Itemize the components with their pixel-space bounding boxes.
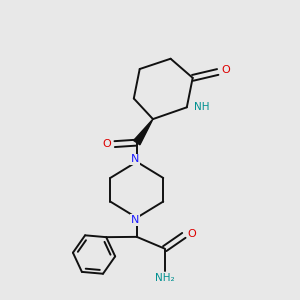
Text: NH₂: NH₂ — [155, 273, 175, 283]
Text: NH: NH — [194, 102, 210, 112]
Polygon shape — [134, 119, 153, 145]
Text: O: O — [222, 65, 230, 76]
Text: N: N — [131, 215, 140, 225]
Text: N: N — [131, 154, 140, 164]
Text: O: O — [188, 229, 197, 239]
Text: O: O — [102, 139, 111, 148]
